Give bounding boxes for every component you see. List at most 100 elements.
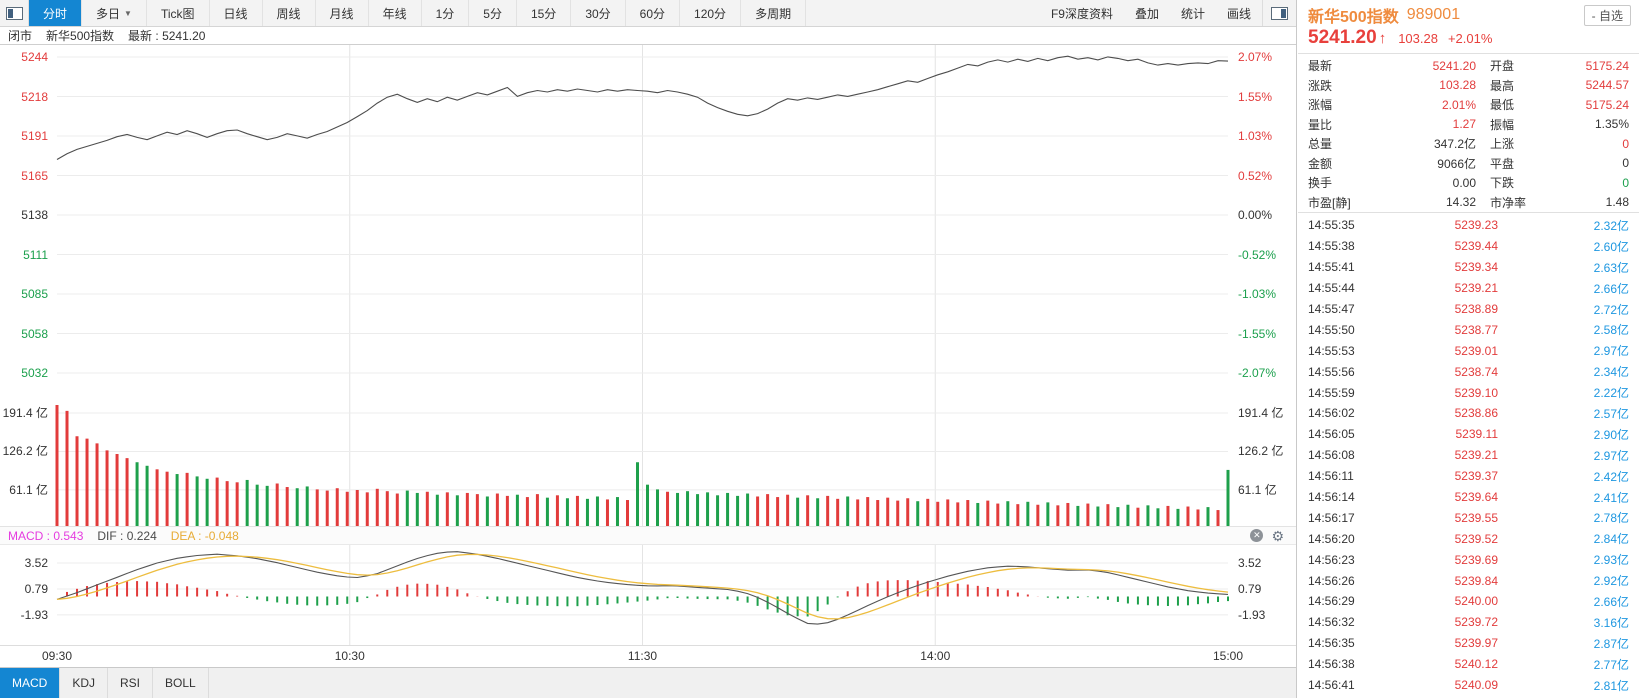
tape-row[interactable]: 14:56:23 5239.69 2.93亿 [1308,549,1629,570]
indicator-tab[interactable]: RSI [108,668,154,698]
tape-volume: 2.57亿 [1593,406,1629,421]
tape-row[interactable]: 14:55:38 5239.44 2.60亿 [1308,236,1629,257]
period-tab[interactable]: 30分 [571,0,626,26]
tape-time: 14:56:14 [1308,490,1355,505]
tape-price: 5239.72 [1454,615,1498,630]
tape-row[interactable]: 14:55:59 5239.10 2.22亿 [1308,382,1629,403]
time-tick-label: 15:00 [1212,649,1244,663]
tape-time: 14:55:56 [1308,364,1355,379]
tape-price: 5239.69 [1454,552,1498,567]
period-tab[interactable]: 120分 [680,0,742,26]
gear-icon[interactable]: ⚙ [1271,527,1284,544]
price-chart-svg [56,45,1229,390]
tape-row[interactable]: 14:56:29 5240.00 2.66亿 [1308,591,1629,612]
tape-price: 5239.34 [1454,260,1498,275]
time-tick-label: 10:30 [334,649,365,663]
watchlist-remove-button[interactable]: - 自选 [1583,4,1631,26]
stat-label: 市净率 [1490,195,1527,210]
tape-row[interactable]: 14:56:08 5239.21 2.97亿 [1308,445,1629,466]
time-axis: 09:30 10:30 11:30 14:00 15:00 [0,645,1296,667]
period-tab[interactable]: 60分 [626,0,681,26]
tape-time: 14:56:26 [1308,573,1355,588]
tape-volume: 2.97亿 [1593,344,1629,359]
tape-price: 5240.09 [1454,678,1498,693]
volume-axis-label: 191.4 亿 [1238,406,1284,420]
pct-axis-label: 0.00% [1238,208,1273,222]
period-tab[interactable]: 多日 ▼ [82,0,147,26]
tape-row[interactable]: 14:55:50 5238.77 2.58亿 [1308,319,1629,340]
stat-value: 1.27 [1452,117,1476,132]
period-tab[interactable]: 多周期 [741,0,807,26]
panel-toggle-right-icon[interactable] [1262,0,1296,26]
indicator-tab[interactable]: MACD [0,668,61,698]
stat-value: 5244.57 [1585,78,1629,93]
volume-pane[interactable]: 191.4 亿 191.4 亿 126.2 亿 126.2 亿 61.1 亿 61.1 亿 [0,390,1296,526]
tape-volume: 2.87亿 [1593,636,1629,651]
status-latest: 最新 : 5241.20 [128,29,206,43]
tape-row[interactable]: 14:56:41 5240.09 2.81亿 [1308,675,1629,696]
tape-row[interactable]: 14:56:14 5239.64 2.41亿 [1308,487,1629,508]
tape-row[interactable]: 14:56:20 5239.52 2.84亿 [1308,528,1629,549]
tape-time: 14:56:29 [1308,594,1355,609]
price-pane[interactable]: 5244 2.07% 5218 1.55% 5191 1.03% 5165 0.52% 5138… [0,45,1296,390]
period-tab[interactable]: 周线 [263,0,316,26]
stat-value: 0 [1622,136,1629,151]
stat-label: 金额 [1308,156,1333,171]
tape-row[interactable]: 14:56:32 5239.72 3.16亿 [1308,612,1629,633]
tape-row[interactable]: 14:55:44 5239.21 2.66亿 [1308,278,1629,299]
indicator-value: DEA : -0.048 [170,528,239,543]
period-tab[interactable]: 年线 [369,0,422,26]
indicator-tab[interactable]: KDJ [60,668,109,698]
tape-row[interactable]: 14:56:35 5239.97 2.87亿 [1308,633,1629,654]
period-tab[interactable]: 15分 [517,0,572,26]
tape-time: 14:55:47 [1308,302,1355,316]
tape-time: 14:56:35 [1308,636,1355,651]
period-tab[interactable]: 5分 [469,0,517,26]
tape-volume: 2.81亿 [1593,678,1629,693]
tape-volume: 2.34亿 [1593,365,1629,380]
tape-row[interactable]: 14:55:41 5239.34 2.63亿 [1308,257,1629,278]
tape-row[interactable]: 14:56:26 5239.84 2.92亿 [1308,570,1629,591]
macd-pane[interactable]: 3.52 3.52 0.79 0.79 -1.93 -1.93 [0,545,1296,645]
pct-axis-label: 0.52% [1238,168,1273,183]
toolbar-spacer [806,0,1040,26]
tape-row[interactable]: 14:55:53 5239.01 2.97亿 [1308,340,1629,361]
period-tab[interactable]: 日线 [210,0,263,26]
stat-value: 9066亿 [1437,156,1476,171]
period-tab[interactable]: 月线 [316,0,369,26]
tape-row[interactable]: 14:56:02 5238.86 2.57亿 [1308,403,1629,424]
period-tab[interactable]: 分时 [29,0,83,26]
stat-row: 最新 5241.20 开盘 5175.24 [1308,56,1629,76]
panel-toggle-left-icon[interactable] [0,0,29,26]
tape-row[interactable]: 14:55:56 5238.74 2.34亿 [1308,361,1629,382]
toolbar-tool[interactable]: 统计 [1180,6,1205,21]
tape-row[interactable]: 14:56:17 5239.55 2.78亿 [1308,507,1629,528]
tape-row[interactable]: 14:56:05 5239.11 2.90亿 [1308,424,1629,445]
toolbar-tool[interactable]: F9深度资料 [1050,6,1113,21]
stat-value: 347.2亿 [1433,137,1476,152]
period-tabs: 分时 多日 ▼ Tick图 日线 周线 月线 年线 1分 5分 15分 30分 60分 120分 多周期 [29,0,807,26]
stat-value: 0.00 [1452,175,1476,190]
chevron-down-icon: ▼ [124,8,132,18]
tape-row[interactable]: 14:56:38 5240.12 2.77亿 [1308,654,1629,675]
tape-row[interactable]: 14:55:47 5238.89 2.72亿 [1308,299,1629,320]
stat-value: 5175.24 [1585,97,1629,112]
chart-status-bar: 闭市 新华500指数 最新 : 5241.20 [0,27,1296,45]
macd-axis-label: -1.93 [1238,607,1266,622]
close-indicator-icon[interactable]: ✕ [1250,529,1264,542]
stat-value: 14.32 [1445,195,1476,210]
toolbar-tool[interactable]: 叠加 [1134,6,1159,21]
stat-label: 平盘 [1490,156,1515,171]
indicator-tab[interactable]: BOLL [153,668,209,698]
tape-time: 14:55:41 [1308,260,1355,275]
stat-row: 金额 9066亿 平盘 0 [1308,154,1629,174]
toolbar-tool[interactable]: 画线 [1226,6,1251,21]
tape-row[interactable]: 14:55:35 5239.23 2.32亿 [1308,215,1629,236]
period-tab[interactable]: Tick图 [147,0,210,26]
tape-row[interactable]: 14:56:11 5239.37 2.42亿 [1308,466,1629,487]
tape-time: 14:56:23 [1308,552,1355,567]
pct-axis-label: -0.52% [1238,247,1277,262]
stat-row: 换手 0.00 下跌 0 [1308,173,1629,193]
last-price: 5241.20 [1308,27,1377,48]
period-tab[interactable]: 1分 [422,0,470,26]
